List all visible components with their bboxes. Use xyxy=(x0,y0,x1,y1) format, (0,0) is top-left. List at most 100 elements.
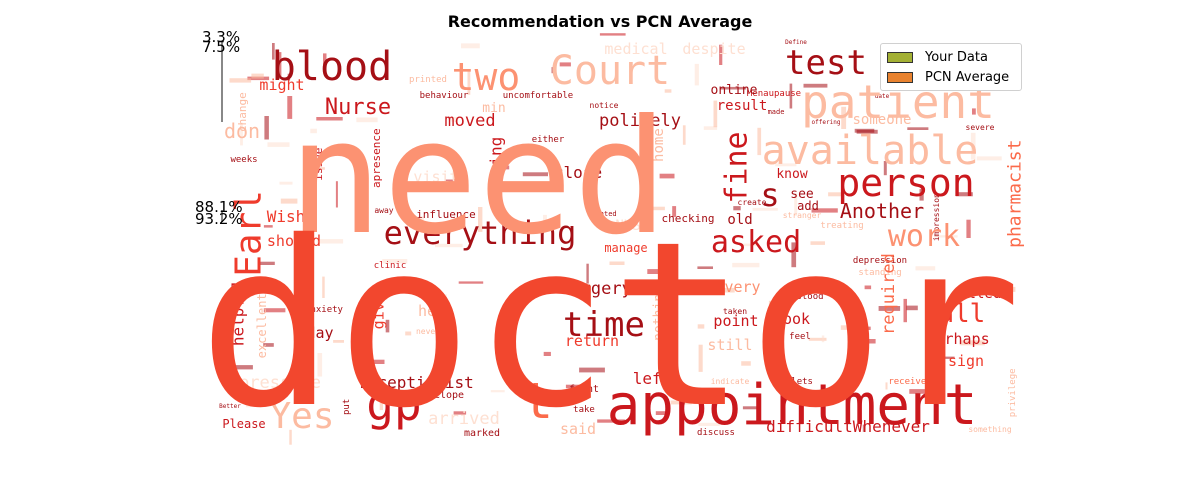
word-despite: despite xyxy=(682,40,745,58)
word-t: t xyxy=(523,372,553,430)
word-point: point xyxy=(713,312,758,330)
filler-word-mark xyxy=(586,263,589,284)
filler-word-mark xyxy=(664,89,672,93)
filler-word-mark xyxy=(976,156,1002,161)
filler-word-mark xyxy=(803,83,828,88)
word-indicate: indicate xyxy=(711,377,750,386)
word-another: Another xyxy=(840,199,924,223)
filler-word-mark xyxy=(740,243,757,247)
filler-word-mark xyxy=(267,142,290,147)
word-someone: someone xyxy=(852,112,911,128)
word-either: either xyxy=(532,135,565,145)
word-day: day xyxy=(306,324,333,342)
filler-word-mark xyxy=(933,235,958,238)
filler-word-mark xyxy=(259,261,275,265)
filler-word-mark xyxy=(791,242,797,268)
filler-word-mark xyxy=(955,192,973,197)
filler-word-mark xyxy=(698,422,720,426)
word-depression: depression xyxy=(853,256,907,266)
word-printed: printed xyxy=(409,75,447,85)
word-min: min xyxy=(482,101,505,116)
filler-word-mark xyxy=(778,337,782,355)
word-everything: everything xyxy=(384,214,577,252)
word-create: create xyxy=(738,198,767,207)
word-front: front xyxy=(569,384,599,395)
percent-label-2: 7.5% xyxy=(202,38,241,56)
word-privilege: privilege xyxy=(1008,368,1018,417)
word-uncomfortable: uncomfortable xyxy=(503,91,573,101)
filler-word-mark xyxy=(279,181,293,185)
word-person: person xyxy=(837,161,974,205)
word-result: result xyxy=(717,98,768,114)
word-nothing: nothing xyxy=(652,286,667,341)
word-feel: feel xyxy=(789,332,811,342)
filler-word-mark xyxy=(789,83,793,109)
filler-word-mark xyxy=(647,269,669,274)
filler-word-mark xyxy=(655,411,668,415)
word-every: Every xyxy=(715,278,760,296)
word-add: add xyxy=(797,199,819,213)
word-nurse: Nurse xyxy=(325,95,391,120)
word-difficultwhenever: difficultWhenever xyxy=(766,417,930,436)
filler-word-mark xyxy=(437,294,447,297)
filler-word-mark xyxy=(719,44,723,66)
filler-word-mark xyxy=(251,73,264,79)
word-stood: stood xyxy=(796,292,823,302)
word-clinic: clinic xyxy=(374,261,407,271)
word-showed: showed xyxy=(267,232,321,250)
filler-word-mark xyxy=(289,429,292,445)
filler-word-mark xyxy=(385,319,390,333)
word-know: know xyxy=(776,167,807,182)
filler-word-mark xyxy=(317,353,323,377)
word-said: said xyxy=(560,420,596,438)
filler-word-mark xyxy=(287,73,291,81)
word-court: Court xyxy=(550,48,670,94)
filler-word-mark xyxy=(322,53,327,68)
filler-word-mark xyxy=(718,287,735,293)
filler-word-mark xyxy=(276,52,282,79)
word-date: date xyxy=(875,93,890,100)
filler-word-mark xyxy=(926,306,951,312)
filler-word-mark xyxy=(263,343,274,347)
filler-word-mark xyxy=(742,406,757,410)
word-something: something xyxy=(968,425,1012,434)
legend-item-pcn-average: PCN Average xyxy=(887,69,1009,85)
filler-word-mark xyxy=(461,43,480,49)
filler-word-mark xyxy=(490,390,505,393)
filler-word-mark xyxy=(697,324,705,329)
word-work: work xyxy=(888,219,960,254)
word-book: book xyxy=(774,310,810,328)
filler-word-mark xyxy=(478,207,483,232)
word-given: given xyxy=(369,284,387,329)
filler-word-mark xyxy=(854,128,875,133)
word-still: still xyxy=(707,336,752,354)
filler-word-mark xyxy=(906,305,918,311)
legend: Your Data PCN Average xyxy=(880,43,1022,91)
filler-word-mark xyxy=(698,344,703,372)
legend-label-your-data: Your Data xyxy=(925,49,988,65)
word-pressure: pressure xyxy=(239,373,321,393)
word-checking: checking xyxy=(662,212,715,225)
filler-word-mark xyxy=(672,206,677,217)
word-tablets: tablets xyxy=(775,377,813,387)
filler-word-mark xyxy=(713,100,718,128)
filler-word-mark xyxy=(775,163,797,167)
word-called: called xyxy=(951,286,1002,302)
filler-word-mark xyxy=(356,117,378,123)
percent-axis-bottom xyxy=(221,210,223,222)
legend-label-pcn-average: PCN Average xyxy=(925,69,1010,85)
filler-word-mark xyxy=(931,356,955,359)
filler-word-mark xyxy=(511,328,516,346)
filler-word-mark xyxy=(741,361,751,366)
filler-word-mark xyxy=(862,424,866,432)
filler-word-mark xyxy=(644,206,665,211)
word-standing: standing xyxy=(858,268,901,278)
word-arrived: arrived xyxy=(428,409,500,429)
word-issue: issue xyxy=(312,148,325,181)
filler-word-mark xyxy=(720,86,747,90)
filler-word-mark xyxy=(315,167,325,170)
filler-word-mark xyxy=(271,42,275,60)
filler-word-mark xyxy=(559,62,571,67)
filler-word-mark xyxy=(565,384,588,389)
filler-word-mark xyxy=(322,276,325,298)
